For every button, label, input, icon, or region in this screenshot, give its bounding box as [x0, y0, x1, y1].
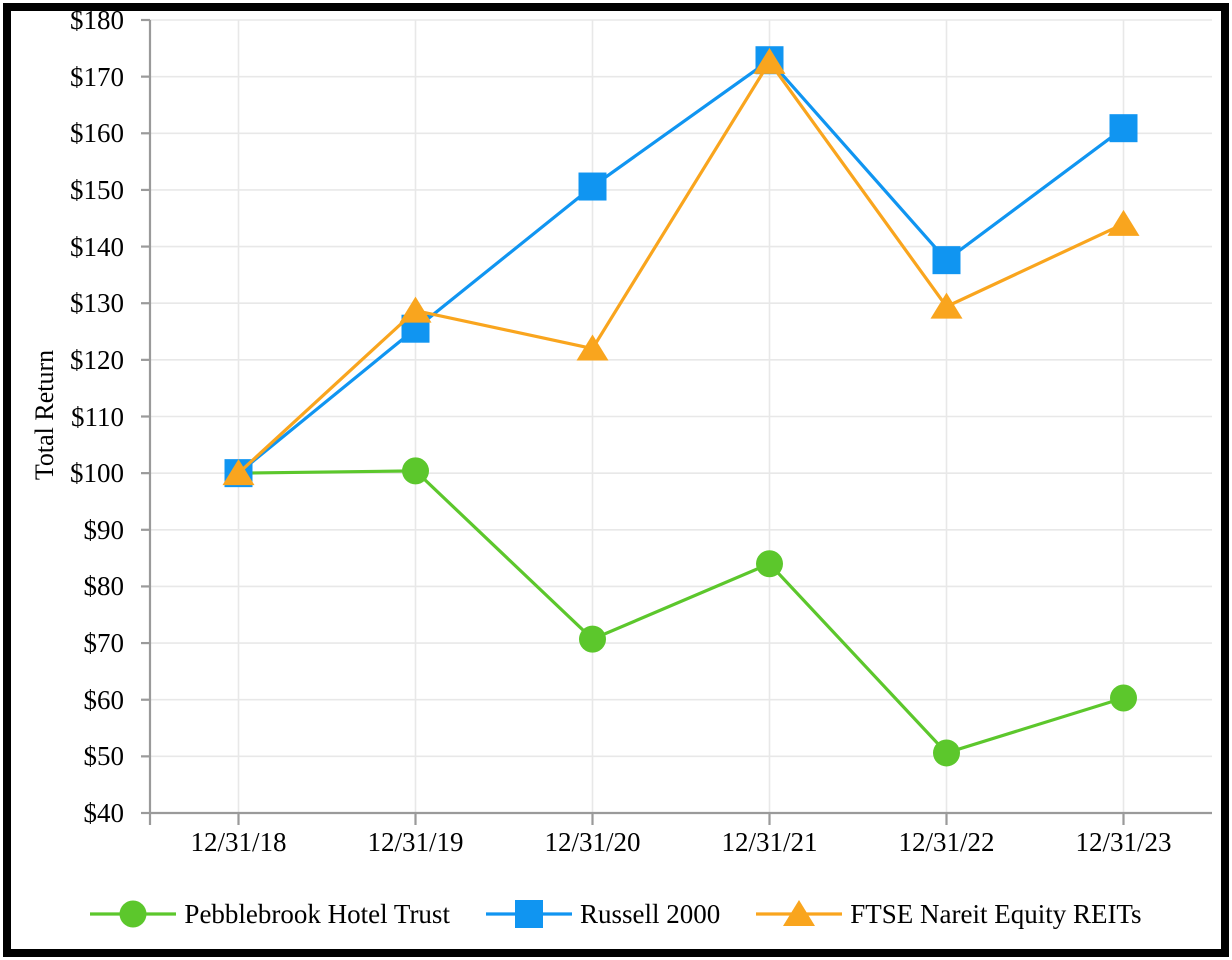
y-axis-tick-label: $170	[70, 61, 124, 92]
legend-item-russell-2000: Russell 2000	[485, 894, 721, 934]
y-axis-tick-label: $50	[83, 741, 125, 772]
y-axis-tick-label: $160	[70, 118, 124, 149]
y-axis-tick-label: $70	[83, 628, 125, 659]
x-axis-tick-label: 12/31/21	[721, 827, 818, 857]
data-point-ftse-nareit-equity-reits	[222, 459, 255, 486]
y-axis-tick-label: $140	[70, 231, 124, 262]
data-point-pebblebrook-hotel-trust	[933, 739, 960, 767]
y-axis-tick-label: $110	[71, 401, 124, 432]
series-line-pebblebrook-hotel-trust	[238, 469, 1124, 755]
x-axis-tick-label: 12/31/23	[1075, 827, 1172, 857]
data-point-pebblebrook-hotel-trust	[1110, 684, 1137, 712]
legend-marker-shape	[119, 900, 147, 928]
legend-marker-shape	[783, 900, 816, 926]
x-axis-tick-label: 12/31/20	[544, 827, 641, 857]
y-axis-tick-label: $120	[70, 344, 124, 375]
data-point-ftse-nareit-equity-reits	[576, 334, 609, 361]
y-axis-tick-label: $40	[83, 798, 125, 828]
data-point-ftse-nareit-equity-reits	[930, 292, 963, 319]
y-axis-tick-label: $130	[70, 288, 124, 319]
data-point-ftse-nareit-equity-reits	[1107, 209, 1140, 236]
legend-label-russell-2000: Russell 2000	[579, 898, 721, 929]
legend: Pebblebrook Hotel Trust Russell 2000 FTSE …	[0, 888, 1232, 940]
x-axis-tick-label: 12/31/18	[190, 827, 287, 857]
data-point-ftse-nareit-equity-reits	[399, 296, 432, 323]
data-point-pebblebrook-hotel-trust	[756, 550, 783, 578]
data-point-russell-2000	[1109, 114, 1138, 143]
data-point-ftse-nareit-equity-reits	[753, 47, 786, 74]
legend-marker-shape	[514, 900, 543, 928]
legend-circle-marker-icon	[90, 900, 177, 928]
data-point-pebblebrook-hotel-trust	[579, 625, 606, 653]
legend-label-pebblebrook-hotel-trust: Pebblebrook Hotel Trust	[184, 898, 450, 929]
legend-item-ftse-nareit-equity-reits: FTSE Nareit Equity REITs	[756, 894, 1142, 934]
series-line-russell-2000	[237, 58, 1125, 475]
legend-item-pebblebrook-hotel-trust: Pebblebrook Hotel Trust	[90, 894, 450, 934]
legend-square-marker-icon	[485, 900, 572, 928]
data-point-russell-2000	[932, 246, 961, 275]
x-axis-tick-label: 12/31/19	[367, 827, 464, 857]
legend-triangle-marker-icon	[756, 900, 843, 926]
y-axis-tick-label: $80	[83, 571, 125, 602]
y-axis-tick-label: $90	[83, 514, 125, 545]
data-point-pebblebrook-hotel-trust	[402, 457, 429, 485]
y-axis-tick-label: $100	[70, 458, 124, 489]
y-axis-tick-label: $180	[70, 5, 124, 35]
y-axis-tick-label: $60	[83, 684, 125, 715]
legend-label-ftse-nareit-equity-reits: FTSE Nareit Equity REITs	[850, 898, 1142, 929]
x-axis-tick-label: 12/31/22	[898, 827, 995, 857]
data-point-russell-2000	[578, 172, 607, 201]
y-axis-tick-label: $150	[70, 174, 124, 205]
series-line-ftse-nareit-equity-reits	[237, 59, 1125, 475]
